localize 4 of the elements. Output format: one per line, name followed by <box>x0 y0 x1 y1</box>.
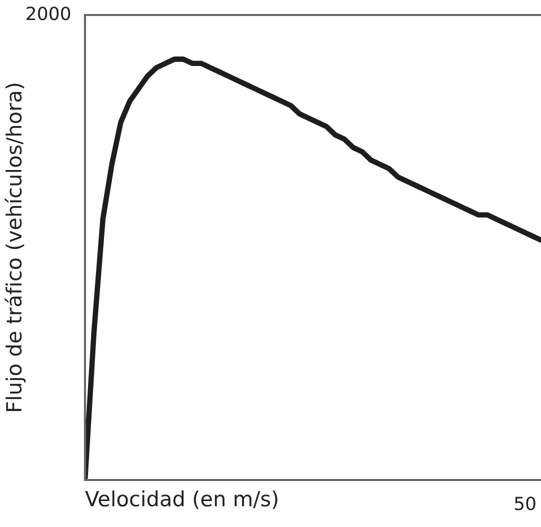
y-axis-title: Flujo de tráfico (vehículos/hora) <box>4 84 26 411</box>
text: 50 <box>514 496 536 510</box>
x-axis-title: Velocidad (en m/s) <box>85 490 278 509</box>
text: 2000 <box>26 6 70 20</box>
